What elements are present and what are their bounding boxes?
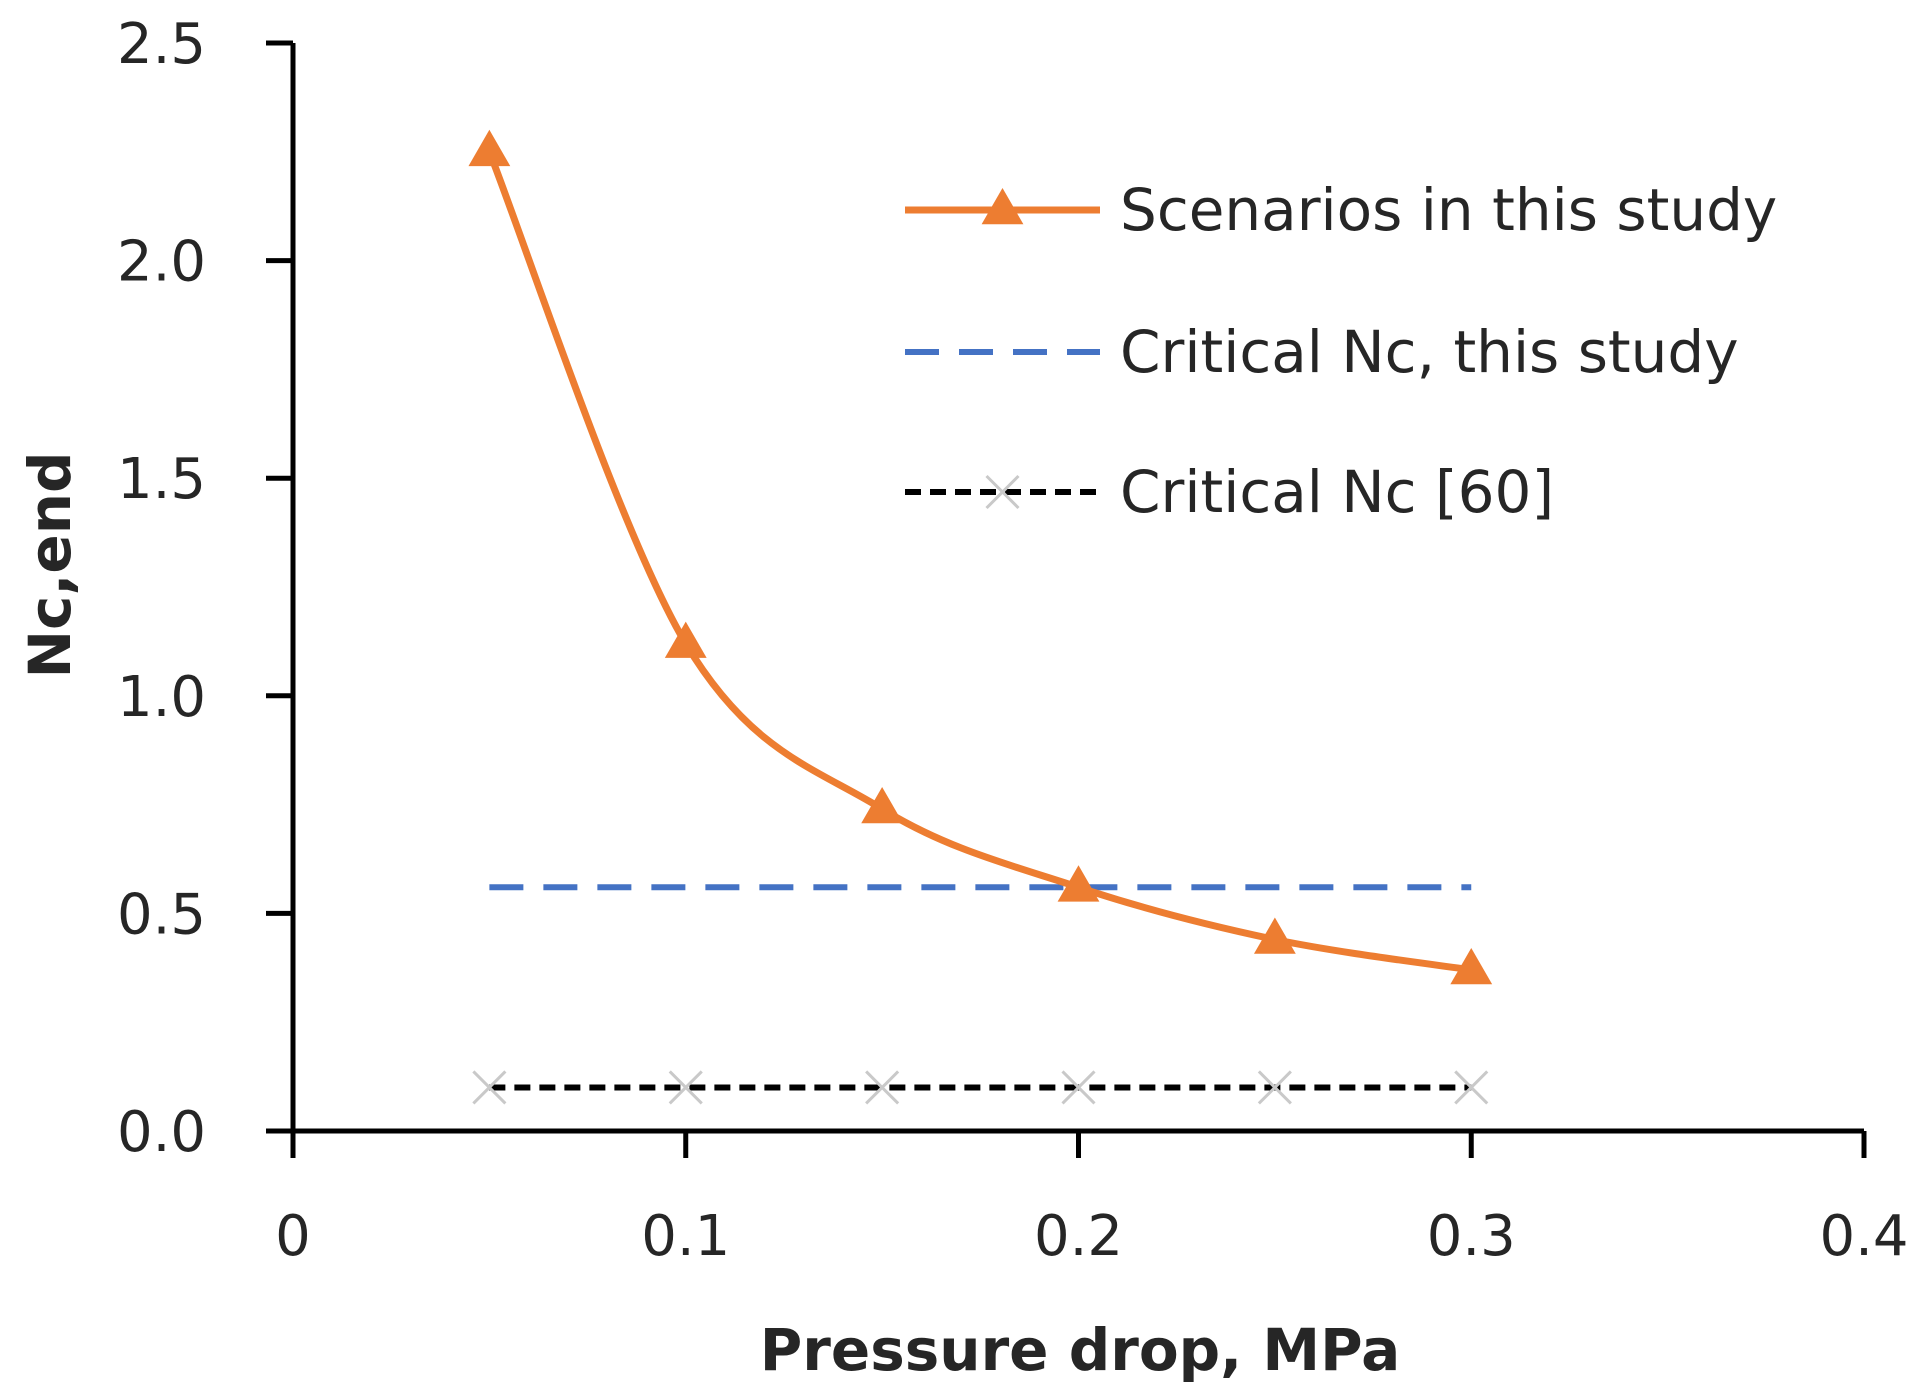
triangle-marker-point	[861, 786, 904, 824]
x-marker-point	[472, 1070, 507, 1105]
x-tick-label: 0	[275, 1204, 311, 1269]
triangle-marker-point	[664, 621, 707, 658]
series-line	[486, 150, 1472, 974]
y-tick-label: 2.5	[117, 12, 206, 77]
triangle-marker-point	[1253, 917, 1296, 954]
legend-entry: Scenarios in this study	[905, 176, 1777, 244]
y-tick-label: 2.0	[117, 230, 206, 295]
x-tick-label: 0.1	[641, 1204, 730, 1269]
series-3	[472, 1070, 1489, 1105]
triangle-marker-point	[1057, 865, 1100, 902]
x-marker-point	[1257, 1070, 1292, 1105]
legend-x-marker	[985, 474, 1020, 510]
legend-triangle-marker	[981, 188, 1024, 225]
legend-label: Critical Nc [60]	[1120, 458, 1554, 526]
y-tick-label: 0.5	[117, 882, 206, 947]
y-tick-label: 1.0	[117, 665, 206, 730]
series-layer	[468, 129, 1493, 1105]
y-tick-label: 1.5	[117, 447, 206, 512]
legend-label: Critical Nc, this study	[1120, 318, 1739, 386]
y-tick-label: 0.0	[117, 1100, 206, 1165]
legend-entry: Critical Nc, this study	[905, 318, 1739, 386]
legend-label: Scenarios in this study	[1120, 176, 1777, 244]
x-tick-label: 0.2	[1034, 1204, 1123, 1269]
axes: 0.0 0.5 1.0 1.5 2.0 2.5 0 0.1 0.2 0.3 0.4	[117, 12, 1909, 1269]
legend-entry: Critical Nc [60]	[905, 458, 1554, 526]
x-axis-title: Pressure drop, MPa	[760, 1316, 1400, 1384]
x-marker-point	[865, 1070, 900, 1105]
triangle-marker-point	[1450, 947, 1493, 985]
y-axis-title: Nc,end	[16, 451, 84, 678]
x-marker-point	[1061, 1070, 1096, 1105]
triangle-marker-point	[468, 129, 511, 167]
x-marker-point	[1454, 1070, 1489, 1105]
legend: Scenarios in this study Critical Nc, this…	[905, 176, 1777, 526]
x-marker-point	[668, 1070, 703, 1105]
series-1	[468, 129, 1493, 985]
x-tick-label: 0.4	[1819, 1204, 1908, 1269]
x-tick-label: 0.3	[1427, 1204, 1516, 1269]
